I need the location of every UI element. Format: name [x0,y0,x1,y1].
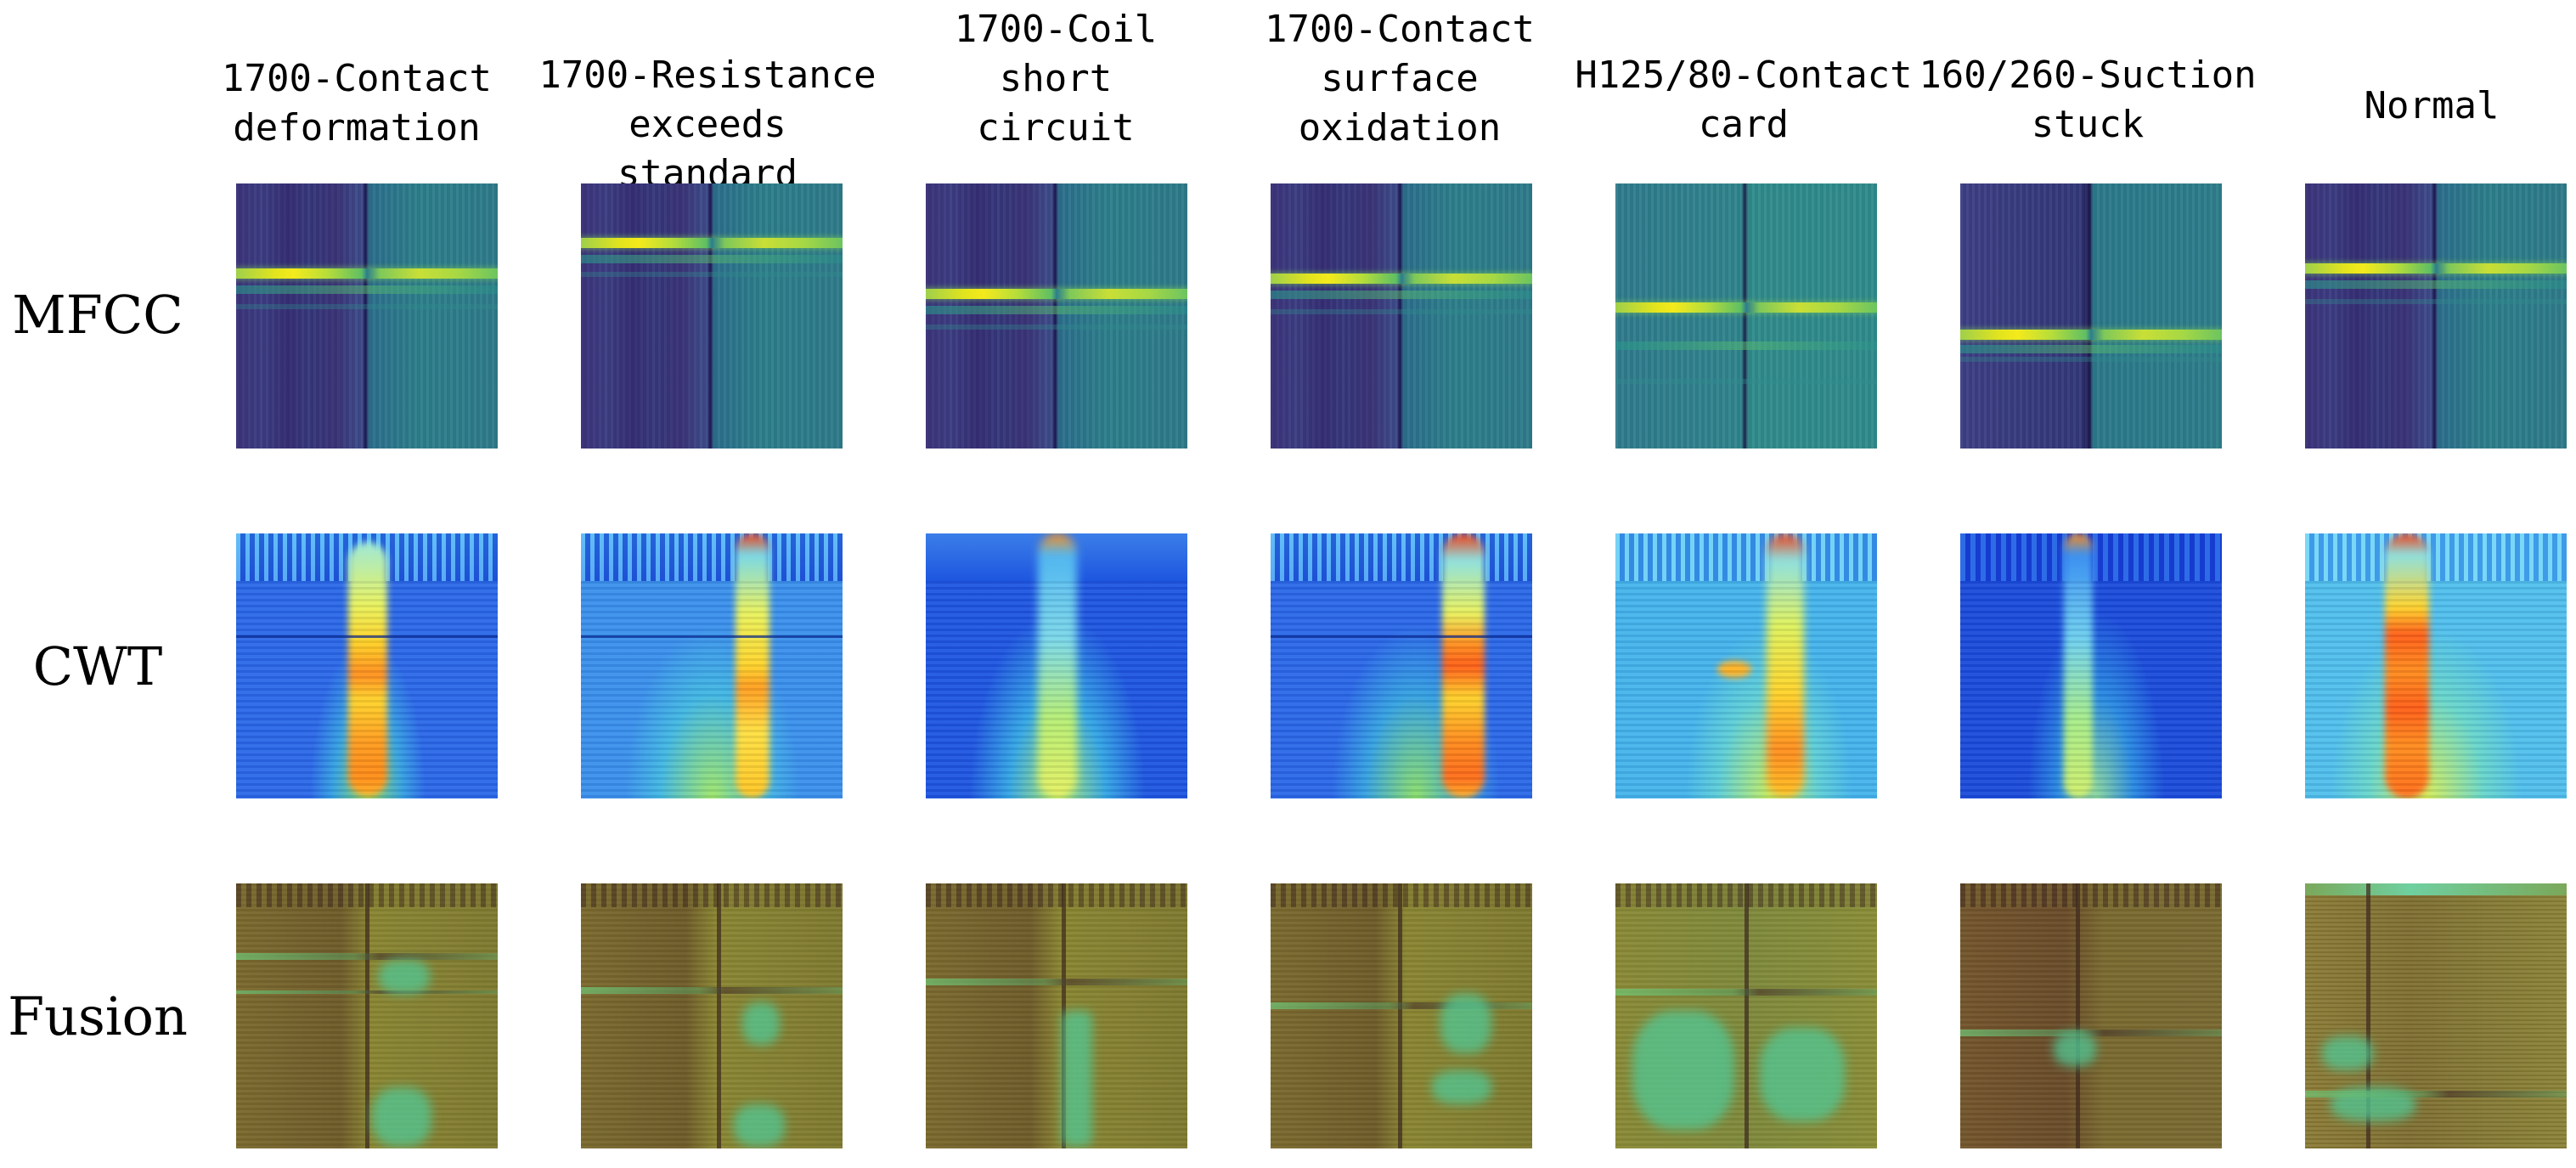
column-label-suction-stuck: 160/260-Suction stuck [1919,54,2257,146]
cwt-tile-contact-deformation [236,533,498,798]
cwt-tile-coil-short-circuit [926,533,1187,798]
mfcc-tile-suction-stuck [1960,183,2222,449]
column-label-resistance-exceeds: 1700-Resistance exceeds standard [538,54,877,195]
cwt-tile-surface-oxidation [1271,533,1532,798]
fusion-tile-contact-deformation [236,883,498,1148]
row-label-fusion: Fusion [8,985,188,1047]
mfcc-tile-resistance-exceeds [581,183,843,449]
mfcc-tile-contact-deformation [236,183,498,449]
fusion-tile-suction-stuck [1960,883,2222,1148]
row-label-cwt: CWT [32,635,163,697]
column-label-surface-oxidation: 1700-Contact surface oxidation [1265,8,1535,150]
row-label-mfcc: MFCC [12,284,183,346]
fusion-tile-contact-card [1615,883,1877,1148]
column-label-contact-deformation: 1700-Contact deformation [222,57,492,150]
fusion-tile-normal [2305,883,2567,1148]
mfcc-tile-contact-card [1615,183,1877,449]
fusion-tile-resistance-exceeds [581,883,843,1148]
fusion-tile-coil-short-circuit [926,883,1187,1148]
column-label-normal: Normal [2364,84,2500,127]
cwt-tile-resistance-exceeds [581,533,843,798]
column-label-coil-short-circuit: 1700-Coil short circuit [954,8,1158,150]
mfcc-tile-normal [2305,183,2567,449]
fusion-tile-surface-oxidation [1271,883,1532,1148]
cwt-tile-normal [2305,533,2567,798]
mfcc-tile-surface-oxidation [1271,183,1532,449]
mfcc-tile-coil-short-circuit [926,183,1187,449]
cwt-tile-suction-stuck [1960,533,2222,798]
cwt-tile-contact-card [1615,533,1877,798]
column-label-contact-card: H125/80-Contact card [1575,54,1913,146]
